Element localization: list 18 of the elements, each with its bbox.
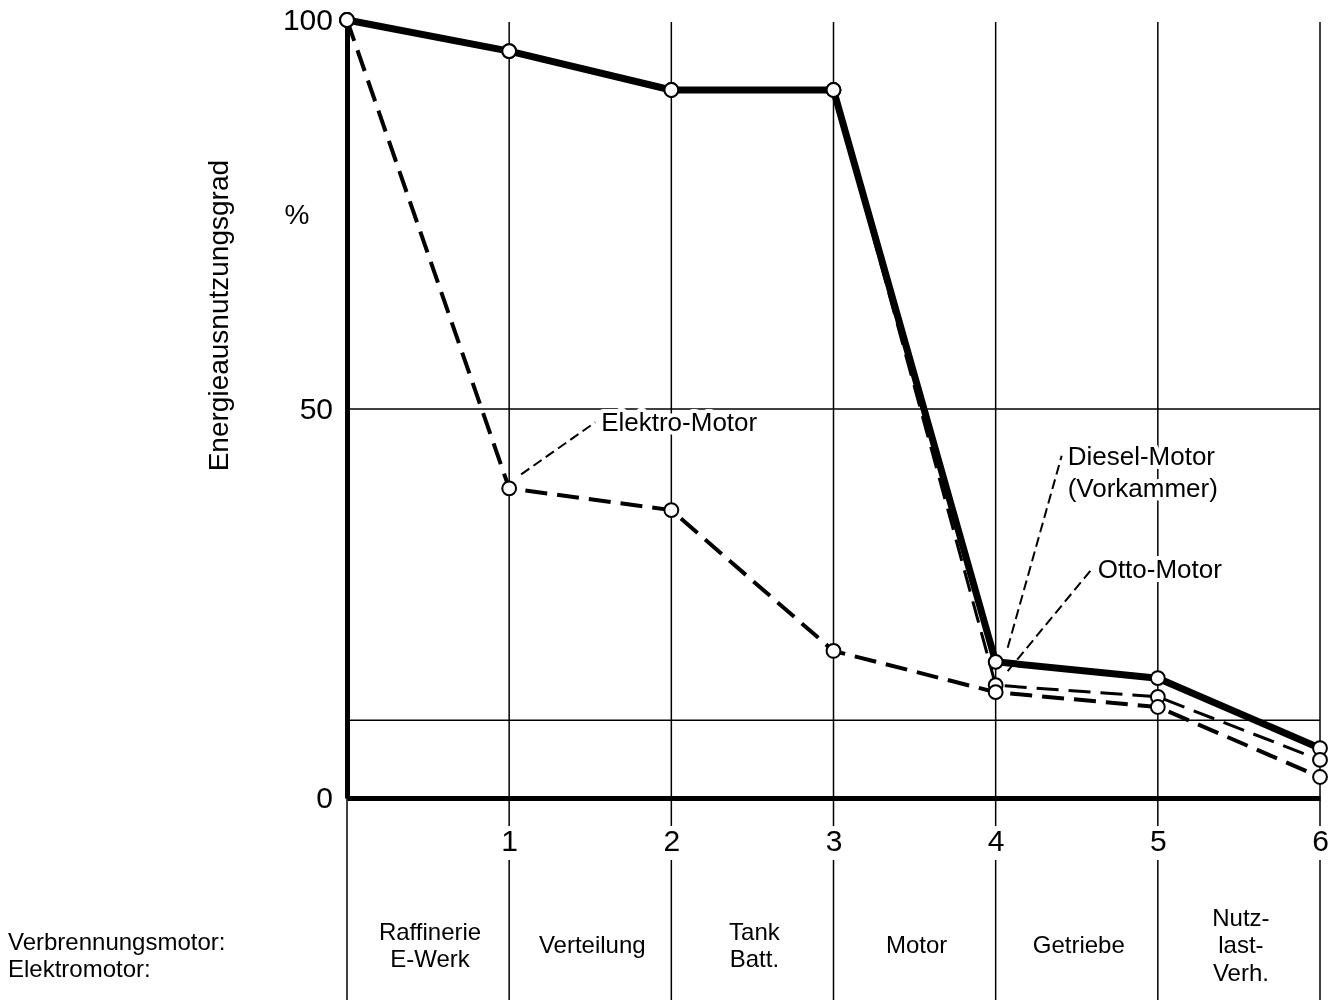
text: Motor xyxy=(885,931,948,959)
text: % xyxy=(284,199,310,231)
y-tick-label: 50 xyxy=(299,392,333,426)
y-tick-label: 0 xyxy=(316,781,333,815)
text: Raffinerie E-Werk xyxy=(378,917,482,973)
text: Tank Batt. xyxy=(729,917,781,973)
y-axis-title: Energieausnutzungsgrad xyxy=(203,159,234,472)
x-tick-label: 6 xyxy=(1312,824,1329,858)
x-tick-label: 1 xyxy=(501,824,519,858)
x-tick-label: 2 xyxy=(663,824,681,858)
text: Nutz- last- Verh. xyxy=(1212,903,1270,986)
text: Getriebe xyxy=(1032,931,1125,959)
x-tick-label: 3 xyxy=(825,824,843,858)
x-tick-label: 5 xyxy=(1149,824,1167,858)
x-tick-label: 4 xyxy=(987,824,1005,858)
text: Verbrennungsmotor: Elektromotor: xyxy=(8,927,226,983)
y-tick-label: 100 xyxy=(282,3,333,37)
text: Verteilung xyxy=(538,931,646,959)
